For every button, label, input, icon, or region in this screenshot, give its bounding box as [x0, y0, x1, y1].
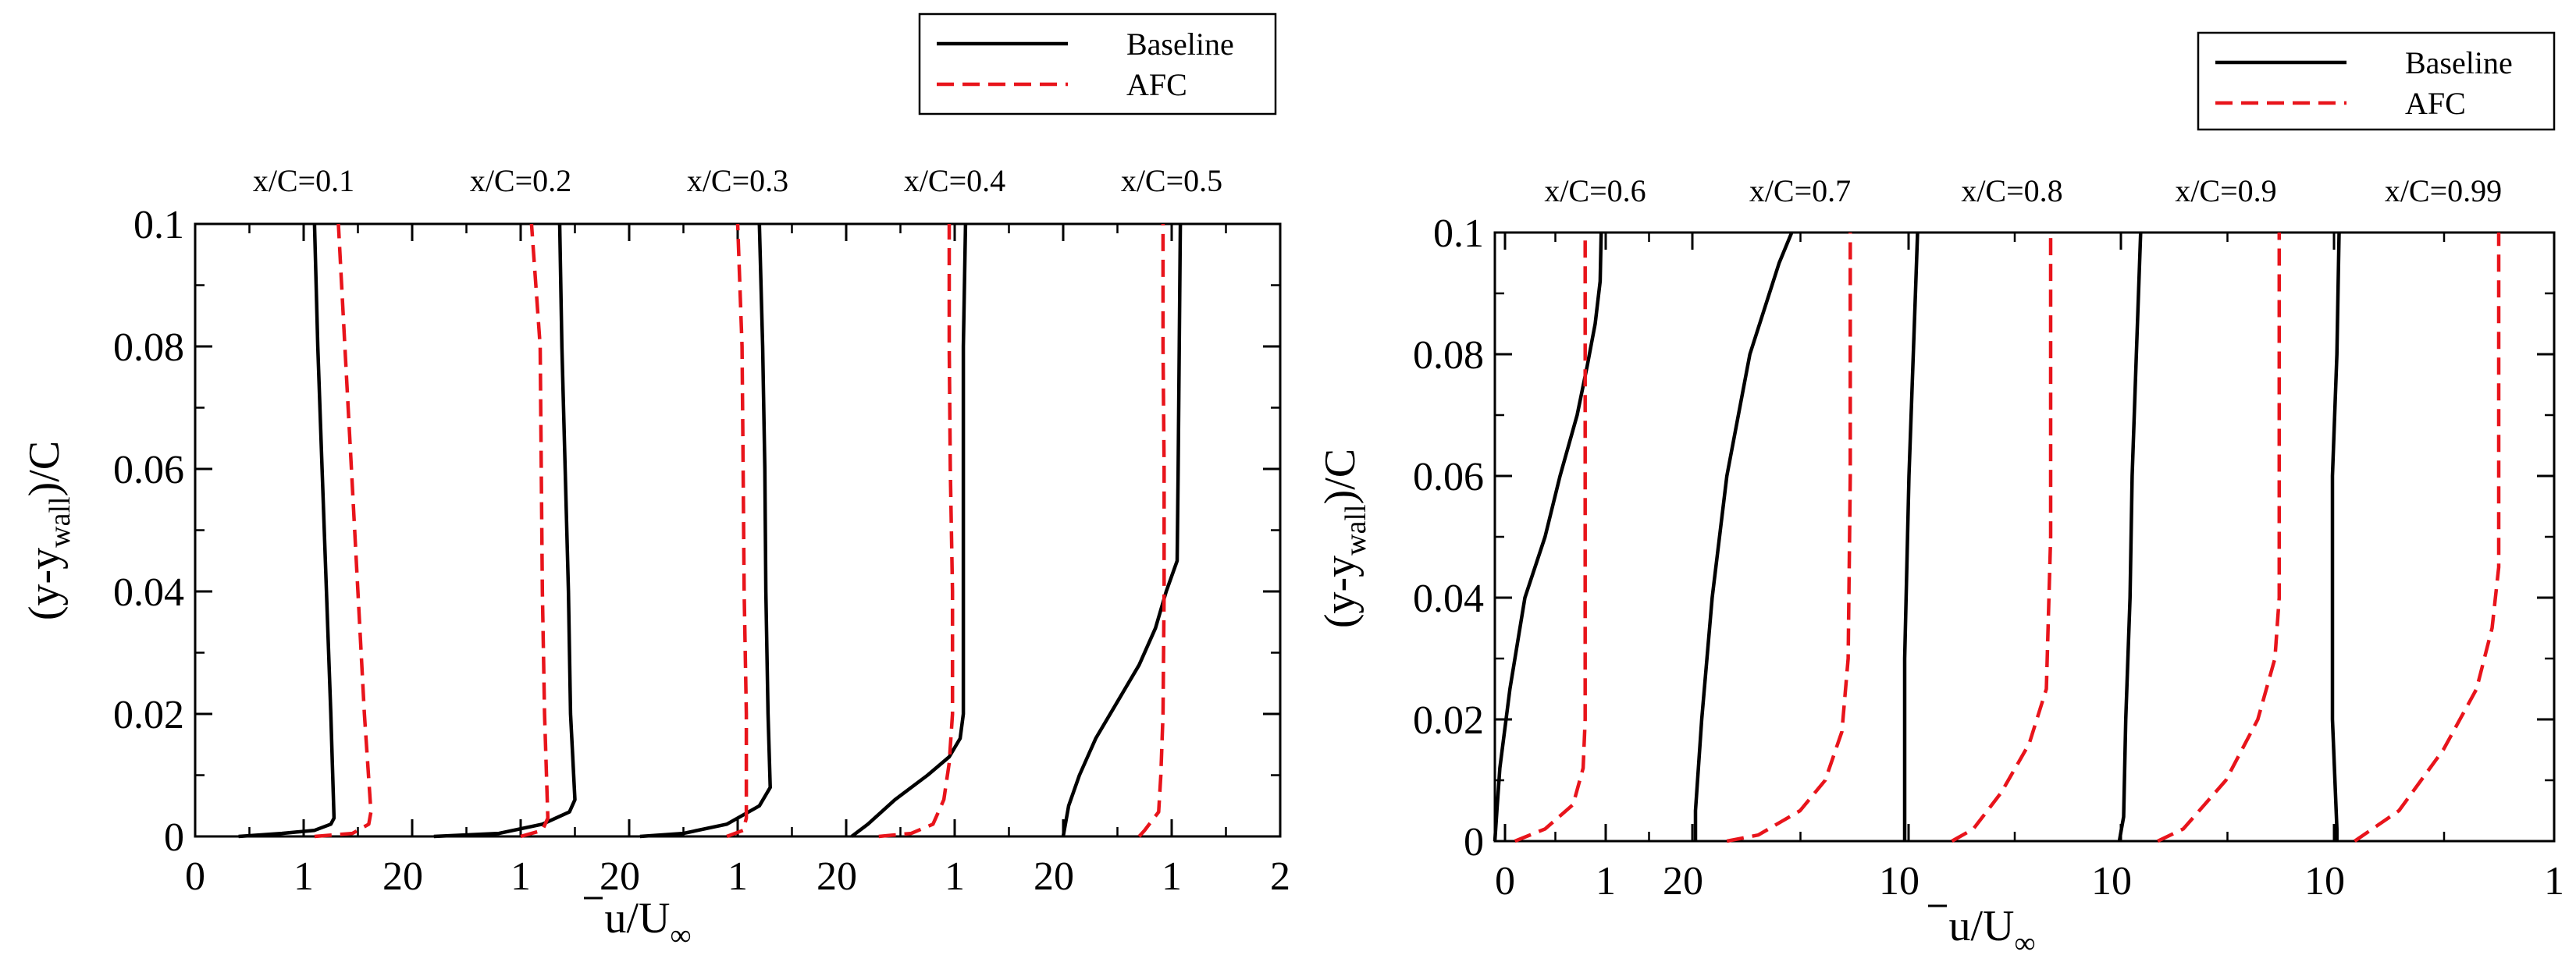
y-tick-label: 0: [164, 815, 184, 860]
x-tick-label: 20: [1034, 854, 1074, 899]
y-tick-label: 0.02: [1413, 698, 1484, 743]
y-tick-label: 0.06: [1413, 455, 1484, 499]
y-tick-label: 0.04: [113, 570, 184, 615]
x-tick-label: 20: [817, 854, 857, 899]
x-tick-label: 0: [1495, 859, 1515, 904]
x-tick-label: 1: [1596, 859, 1616, 904]
y-axis-title: (y-ywall)/C: [1316, 449, 1372, 628]
series-line-afc: [2157, 233, 2282, 843]
x-tick-label: 1: [728, 854, 748, 899]
x-tick-label: 10: [2304, 859, 2345, 904]
series-line-afc: [1137, 224, 1166, 838]
y-tick-label: 0.1: [1433, 211, 1484, 256]
series-line-afc: [314, 223, 373, 839]
legend-box: [918, 12, 1277, 115]
y-tick-label: 0.08: [1413, 333, 1484, 378]
x-axis-title: u/U∞: [1948, 902, 2035, 960]
series-line-afc: [726, 223, 749, 839]
y-tick-label: 0.06: [113, 448, 184, 492]
series-line-baseline: [238, 223, 336, 839]
series-line-afc: [520, 223, 550, 839]
x-tick-label: 1: [294, 854, 314, 899]
y-tick-label: 0.1: [133, 203, 184, 247]
right-panel: 0 0.02 0.04 0.06 0.08 0.1 0 1 20 10 10 10 1 x/C=0.6 x/…: [1316, 31, 2564, 960]
series-line-afc: [878, 224, 955, 839]
series-line-baseline: [1693, 232, 1794, 841]
x-tick-label: 2: [1270, 854, 1290, 899]
y-tick-label: 0.02: [113, 693, 184, 737]
series-line-baseline: [2117, 232, 2143, 842]
station-label: x/C=0.99: [2385, 173, 2502, 208]
plot-frame: [194, 222, 1282, 838]
series-line-baseline: [2330, 232, 2341, 841]
y-tick-label: 0.04: [1413, 577, 1484, 621]
series-line-baseline: [1061, 223, 1183, 837]
station-label: x/C=0.6: [1544, 173, 1646, 208]
legend-label: Baseline: [2405, 45, 2513, 80]
station-label: x/C=0.9: [2175, 173, 2276, 208]
x-tick-label: 20: [382, 854, 423, 899]
y-tick-label: 0: [1464, 820, 1484, 865]
x-tick-label: 20: [1663, 859, 1703, 904]
station-label: x/C=0.4: [904, 163, 1005, 198]
y-tick-label: 0.08: [113, 325, 184, 370]
station-label: x/C=0.5: [1121, 163, 1222, 198]
x-tick-label: 1: [945, 854, 965, 899]
x-tick-label: 10: [2091, 859, 2132, 904]
series-line-baseline: [433, 223, 577, 839]
legend-label: AFC: [1126, 67, 1187, 102]
series-line-afc: [2354, 233, 2501, 843]
series-line-afc: [1951, 233, 2053, 843]
station-label: x/C=0.2: [470, 163, 571, 198]
series-line-baseline: [639, 223, 772, 839]
x-tick-label: 20: [600, 854, 640, 899]
station-label: x/C=0.1: [253, 163, 354, 198]
legend-box: [2197, 31, 2556, 131]
station-label: x/C=0.3: [687, 163, 788, 198]
x-tick-label: 1: [1162, 854, 1182, 899]
series-line-baseline: [1493, 232, 1603, 842]
legend-label: Baseline: [1126, 27, 1234, 62]
y-axis-title: (y-ywall)/C: [20, 441, 76, 620]
x-tick-label: 0: [185, 854, 205, 899]
x-tick-label: 10: [1879, 859, 1920, 904]
series-line-afc: [1726, 233, 1852, 843]
station-label: x/C=0.8: [1961, 173, 2062, 208]
left-panel: 0 0.02 0.04 0.06 0.08 0.1 0 1 20 1 20 1 20 1 20 1 2 x/C=0…: [20, 12, 1290, 952]
x-tick-label: 1: [2544, 859, 2564, 904]
x-axis-title: u/U∞: [604, 894, 691, 952]
series-line-baseline: [1902, 232, 1920, 841]
series-line-afc: [1514, 233, 1587, 843]
series-line-baseline: [850, 223, 968, 838]
station-label: x/C=0.7: [1749, 173, 1851, 208]
legend-label: AFC: [2405, 86, 2466, 121]
x-tick-label: 1: [511, 854, 531, 899]
